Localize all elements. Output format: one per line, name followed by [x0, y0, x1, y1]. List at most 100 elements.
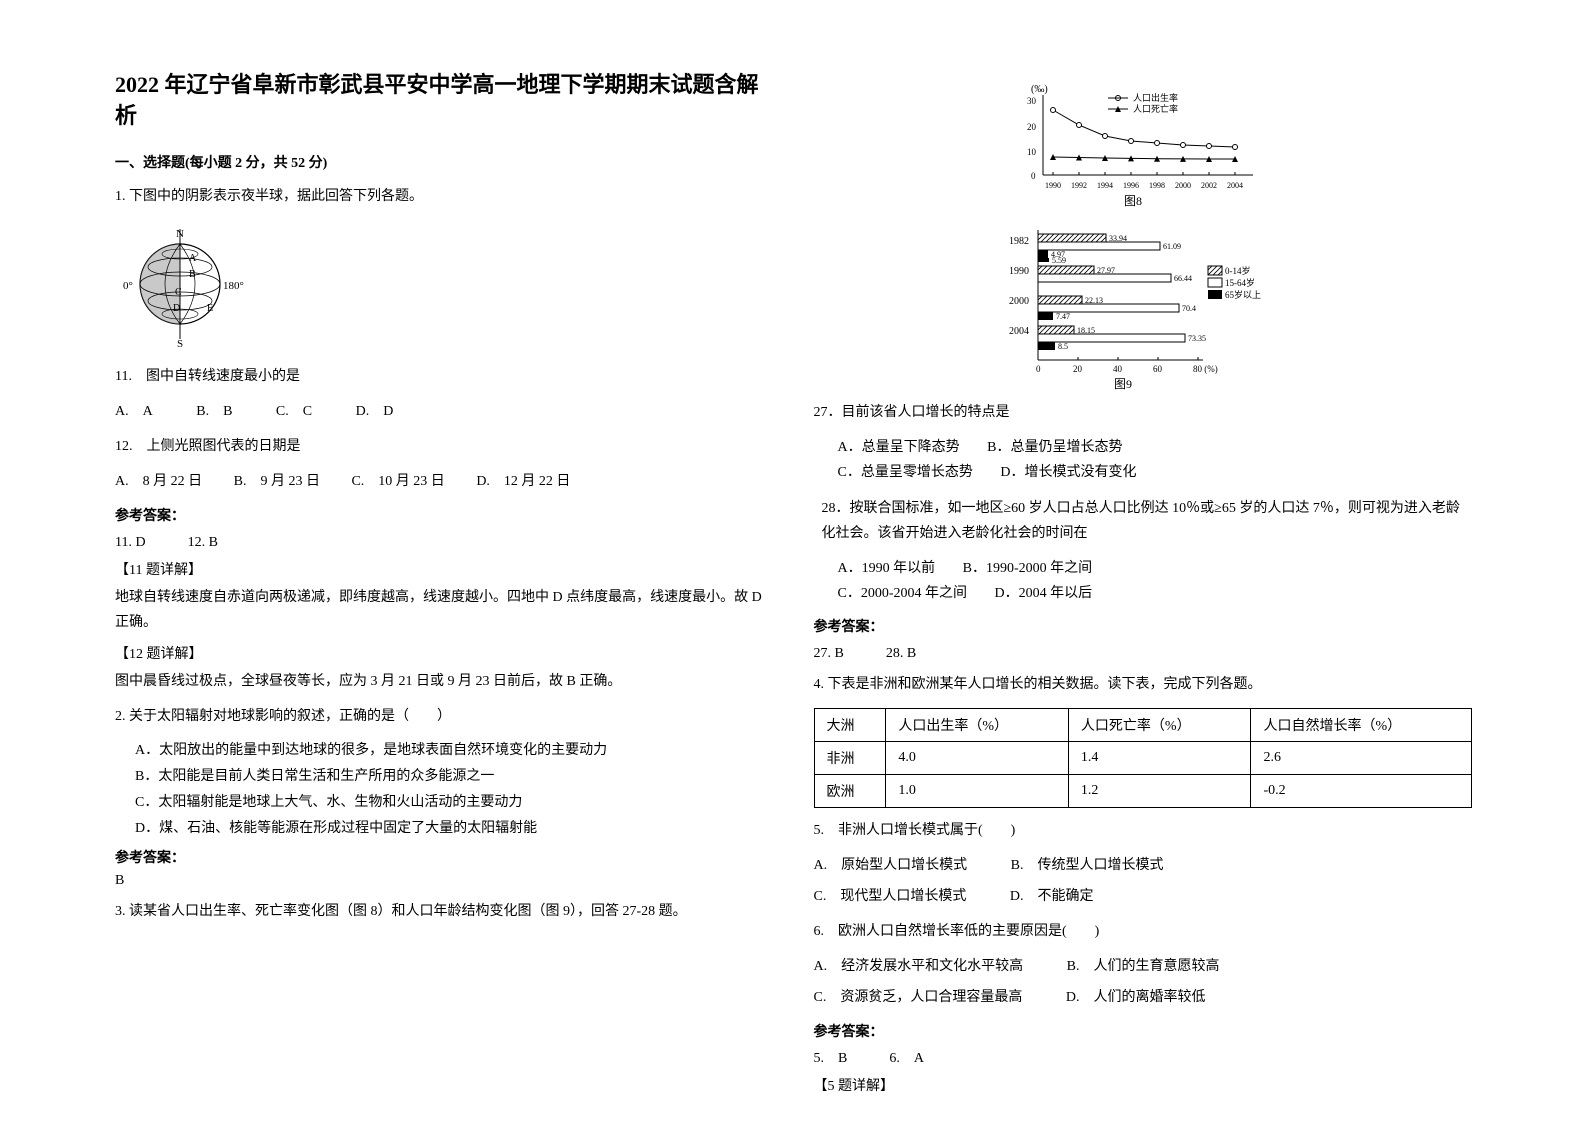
q11-explain-label: 【11 题详解】 [115, 559, 774, 579]
q28-opt-a: A．1990 年以前 [838, 556, 936, 581]
q5-opt-c: C. 现代型人口增长模式 [814, 889, 967, 904]
svg-text:0: 0 [1031, 171, 1036, 181]
q5-opt-d: D. 不能确定 [1010, 889, 1094, 904]
svg-text:20: 20 [1027, 122, 1037, 132]
svg-text:1994: 1994 [1097, 181, 1113, 190]
q6-opt-d: D. 人们的离婚率较低 [1066, 990, 1206, 1005]
svg-text:2000: 2000 [1009, 296, 1029, 307]
svg-text:7.47: 7.47 [1056, 312, 1070, 321]
q2-stem: 2. 关于太阳辐射对地球影响的叙述，正确的是（ ） [115, 704, 774, 729]
svg-text:30: 30 [1027, 96, 1037, 106]
svg-text:人口死亡率: 人口死亡率 [1133, 103, 1178, 114]
answer-label-3: 参考答案： [814, 616, 1473, 636]
q6-opt-b: B. 人们的生育意愿较高 [1067, 959, 1220, 974]
svg-text:5.59: 5.59 [1052, 256, 1066, 265]
q5-options: A. 原始型人口增长模式 B. 传统型人口增长模式 [814, 853, 1473, 878]
q6-options: A. 经济发展水平和文化水平较高 B. 人们的生育意愿较高 [814, 954, 1473, 979]
q27-opt-a: A．总量呈下降态势 [838, 435, 960, 460]
svg-text:C: C [175, 287, 182, 298]
svg-text:8.5: 8.5 [1058, 342, 1068, 351]
q11-12-answer: 11. D 12. B [115, 531, 774, 551]
q27-28-answer: 27. B 28. B [814, 642, 1473, 662]
q12-opt-b: B. 9 月 23 日 [234, 474, 320, 489]
svg-text:2002: 2002 [1201, 181, 1217, 190]
svg-text:0: 0 [1036, 364, 1041, 374]
q11-explain: 地球自转线速度自赤道向两极递减，即纬度越高，线速度越小。四地中 D 点纬度最高，… [115, 585, 774, 635]
svg-text:73.35: 73.35 [1188, 334, 1206, 343]
svg-text:2000: 2000 [1175, 181, 1191, 190]
q5-options-2: C. 现代型人口增长模式 D. 不能确定 [814, 884, 1473, 909]
q5-explain-label: 【5 题详解】 [814, 1075, 1473, 1095]
svg-text:图8: 图8 [1124, 194, 1142, 208]
q27-opt-d: D．增长模式没有变化 [1000, 460, 1136, 485]
q1-stem: 1. 下图中的阴影表示夜半球，据此回答下列各题。 [115, 184, 774, 209]
q27-opt-b: B．总量仍呈增长态势 [987, 435, 1122, 460]
q3-stem: 3. 读某省人口出生率、死亡率变化图（图 8）和人口年龄结构变化图（图 9），回… [115, 899, 774, 924]
q4-stem: 4. 下表是非洲和欧洲某年人口增长的相关数据。读下表，完成下列各题。 [814, 672, 1473, 697]
q27-opt-c: C．总量呈零增长态势 [838, 460, 973, 485]
svg-text:B: B [189, 269, 196, 280]
q2-opt-d: D．煤、石油、核能等能源在形成过程中固定了大量的太阳辐射能 [135, 817, 774, 837]
q2-opt-a: A．太阳放出的能量中到达地球的很多，是地球表面自然环境变化的主要动力 [135, 739, 774, 759]
left-column: 2022 年辽宁省阜新市彰武县平安中学高一地理下学期期末试题含解析 一、选择题(… [95, 70, 794, 1052]
answer-label-2: 参考答案： [115, 847, 774, 867]
q12-opt-a: A. 8 月 22 日 [115, 474, 202, 489]
col-3: 人口自然增长率（%） [1251, 708, 1472, 741]
svg-text:(‰): (‰) [1031, 84, 1048, 95]
svg-text:40: 40 [1113, 364, 1123, 374]
svg-text:1990: 1990 [1045, 181, 1061, 190]
svg-text:N: N [176, 228, 184, 240]
q12-options: A. 8 月 22 日 B. 9 月 23 日 C. 10 月 23 日 D. … [115, 469, 774, 494]
svg-text:1982: 1982 [1009, 236, 1029, 247]
section1-heading: 一、选择题(每小题 2 分，共 52 分) [115, 152, 774, 172]
svg-text:S: S [177, 338, 183, 349]
q11-options: A. A B. B C. C D. D [115, 399, 774, 424]
col-0: 大洲 [814, 708, 886, 741]
svg-text:1992: 1992 [1071, 181, 1087, 190]
q5-6-answer: 5. B 6. A [814, 1047, 1473, 1067]
q6-opt-c: C. 资源贫乏，人口合理容量最高 [814, 990, 1023, 1005]
svg-text:0-14岁: 0-14岁 [1225, 265, 1251, 276]
q28-opt-c: C．2000-2004 年之间 [838, 581, 968, 606]
q2-options: A．太阳放出的能量中到达地球的很多，是地球表面自然环境变化的主要动力 B．太阳能… [115, 739, 774, 837]
col-2: 人口死亡率（%） [1068, 708, 1251, 741]
svg-text:20: 20 [1073, 364, 1083, 374]
svg-text:66.44: 66.44 [1174, 274, 1192, 283]
answer-label-4: 参考答案： [814, 1021, 1473, 1041]
table-header-row: 大洲 人口出生率（%） 人口死亡率（%） 人口自然增长率（%） [814, 708, 1472, 741]
globe-diagram: N S 0° 180° A B C D E [115, 219, 774, 354]
q12-explain-label: 【12 题详解】 [115, 643, 774, 663]
q12-explain: 图中晨昏线过极点，全球昼夜等长，应为 3 月 21 日或 9 月 23 日前后，… [115, 669, 774, 694]
q2-opt-b: B．太阳能是目前人类日常生活和生产所用的众多能源之一 [135, 765, 774, 785]
q6-options-2: C. 资源贫乏，人口合理容量最高 D. 人们的离婚率较低 [814, 985, 1473, 1010]
chart8: (‰) 30 20 10 0 19901992 19941996 1998200… [814, 80, 1473, 210]
chart9: 1982 1990 2000 2004 020 4060 80 (%) 33.9… [814, 220, 1473, 390]
document-title: 2022 年辽宁省阜新市彰武县平安中学高一地理下学期期末试题含解析 [115, 70, 774, 132]
q2-opt-c: C．太阳辐射能是地球上大气、水、生物和火山活动的主要动力 [135, 791, 774, 811]
svg-text:180°: 180° [223, 280, 244, 292]
q27-stem: 27．目前该省人口增长的特点是 [814, 400, 1473, 425]
svg-text:60: 60 [1153, 364, 1163, 374]
q5-opt-b: B. 传统型人口增长模式 [1011, 858, 1164, 873]
svg-text:1996: 1996 [1123, 181, 1139, 190]
q12-opt-c: C. 10 月 23 日 [351, 474, 444, 489]
svg-text:D: D [173, 303, 180, 314]
svg-text:图9: 图9 [1114, 377, 1132, 390]
svg-text:15-64岁: 15-64岁 [1225, 277, 1255, 288]
q12-opt-d: D. 12 月 22 日 [476, 474, 570, 489]
col-1: 人口出生率（%） [886, 708, 1069, 741]
q28-stem: 28．按联合国标准，如一地区≥60 岁人口占总人口比例达 10％或≥65 岁的人… [814, 496, 1473, 546]
svg-text:2004: 2004 [1227, 181, 1243, 190]
svg-text:80 (%): 80 (%) [1193, 364, 1218, 374]
table4: 大洲 人口出生率（%） 人口死亡率（%） 人口自然增长率（%） 非洲 4.0 1… [814, 708, 1473, 808]
q11-stem: 11. 图中自转线速度最小的是 [115, 364, 774, 389]
right-column: (‰) 30 20 10 0 19901992 19941996 1998200… [794, 70, 1493, 1052]
q6-opt-a: A. 经济发展水平和文化水平较高 [814, 959, 1024, 974]
q28-options: A．1990 年以前 B．1990-2000 年之间 C．2000-2004 年… [814, 556, 1473, 606]
q11-opt-a: A. A [115, 404, 153, 419]
q27-options: A．总量呈下降态势 B．总量仍呈增长态势 C．总量呈零增长态势 D．增长模式没有… [814, 435, 1473, 485]
svg-text:人口出生率: 人口出生率 [1133, 92, 1178, 103]
q5-stem: 5. 非洲人口增长模式属于( ) [814, 818, 1473, 843]
table-row: 非洲 4.0 1.4 2.6 [814, 741, 1472, 774]
svg-text:A: A [189, 253, 197, 264]
